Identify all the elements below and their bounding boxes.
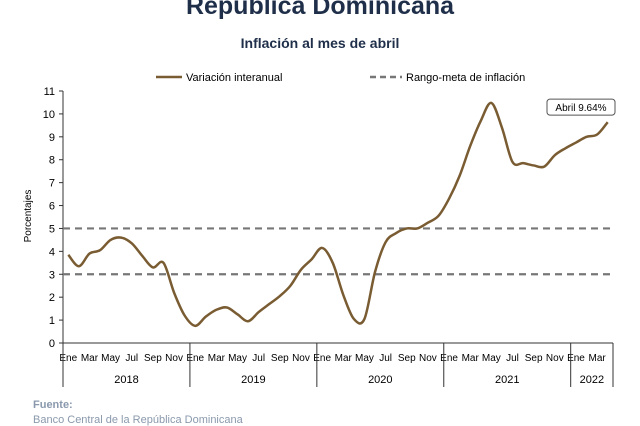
legend-label-target: Rango-meta de inflación (406, 72, 525, 84)
x-tick-label: Jul (506, 353, 519, 364)
chart-title: República Dominicana (185, 0, 455, 20)
x-tick-label: Jul (125, 353, 138, 364)
year-label: 2019 (241, 374, 265, 386)
x-tick-label: Jul (252, 353, 265, 364)
annotation-label: Abril 9.64% (555, 103, 606, 114)
x-tick-label: Mar (589, 353, 607, 364)
x-tick-label: May (101, 353, 120, 364)
y-tick-label: 0 (49, 338, 55, 350)
chart-subtitle: Inflación al mes de abril (240, 35, 400, 51)
target-band-lines (63, 227, 613, 276)
series-group (67, 101, 609, 328)
year-label: 2022 (580, 374, 604, 386)
x-tick-label: Sep (271, 353, 289, 364)
x-tick-label: Ene (186, 353, 204, 364)
annotation-group: Abril 9.64% (546, 98, 616, 116)
legend: Variación interanual Rango-meta de infla… (156, 72, 525, 84)
x-tick-label: May (355, 353, 374, 364)
year-label: 2020 (368, 374, 392, 386)
x-tick-label: Sep (144, 353, 162, 364)
y-tick-label: 4 (49, 246, 55, 258)
y-axis-label: Porcentajes (23, 190, 34, 243)
x-tick-label: Ene (313, 353, 331, 364)
year-label: 2021 (495, 374, 519, 386)
y-tick-label: 7 (49, 178, 55, 190)
x-tick-label: Ene (440, 353, 458, 364)
y-tick-label: 3 (49, 269, 55, 281)
series-line-variacion-interanual (67, 101, 609, 328)
y-tick-label: 5 (49, 223, 55, 235)
source-label: Fuente: (33, 399, 73, 411)
y-tick-label: 6 (49, 201, 55, 213)
y-tick-label: 9 (49, 132, 55, 144)
x-tick-label: Nov (546, 353, 564, 364)
x-tick-label: Nov (292, 353, 310, 364)
y-tick-label: 2 (49, 292, 55, 304)
x-tick-label: Nov (419, 353, 437, 364)
x-tick-label: Jul (379, 353, 392, 364)
x-tick-label: Sep (398, 353, 416, 364)
x-tick-label: May (228, 353, 247, 364)
x-tick-label: May (482, 353, 501, 364)
x-tick-label: Mar (81, 353, 99, 364)
y-tick-label: 10 (43, 109, 55, 121)
x-tick-label: Nov (165, 353, 183, 364)
x-tick-label: Mar (462, 353, 480, 364)
x-tick-label: Ene (567, 353, 585, 364)
x-tick-label: Mar (335, 353, 353, 364)
y-tick-label: 1 (49, 315, 55, 327)
source-text: Banco Central de la República Dominicana (33, 414, 243, 426)
year-label: 2018 (114, 374, 138, 386)
x-tick-label: Sep (525, 353, 543, 364)
legend-label-series: Variación interanual (186, 72, 282, 84)
x-tick-label: Ene (59, 353, 77, 364)
x-tick-label: Mar (208, 353, 226, 364)
annotation-box (546, 98, 616, 116)
y-tick-label: 11 (44, 86, 55, 98)
y-tick-label: 8 (49, 155, 55, 167)
